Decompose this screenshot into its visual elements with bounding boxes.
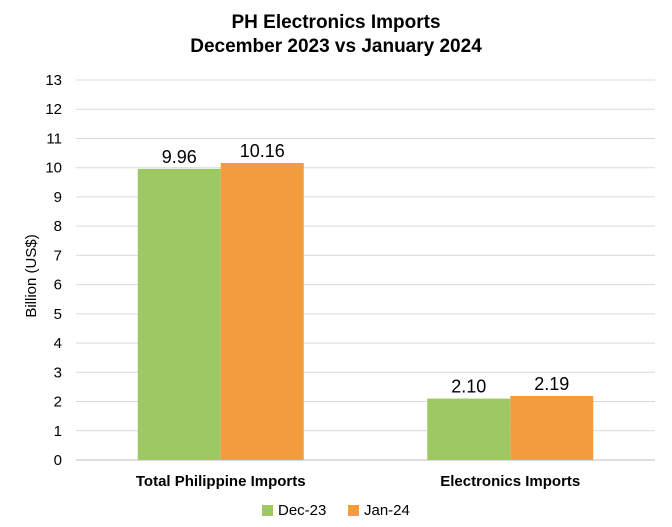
bar-jan-24 [510,395,594,460]
legend-label: Jan-24 [364,502,410,519]
y-tick-label: 7 [54,247,62,264]
y-tick-label: 0 [54,452,62,469]
y-tick-label: 3 [54,364,62,381]
y-tick-label: 12 [45,101,62,118]
legend-label: Dec-23 [278,502,326,519]
y-tick-label: 9 [54,189,62,206]
data-label: 9.96 [162,147,197,167]
bar-dec-23 [137,168,221,460]
bar-jan-24 [220,163,304,460]
y-tick-label: 2 [54,394,62,411]
legend: Dec-23 Jan-24 [262,502,410,519]
y-tick-label: 4 [54,335,62,352]
y-tick-label: 1 [54,423,62,440]
y-tick-label: 13 [45,72,62,89]
data-labels: 9.96 10.16 2.10 2.19 [162,141,570,397]
y-tick-label: 10 [45,160,62,177]
x-category-labels: Total Philippine Imports Electronics Impo… [136,473,580,490]
y-tick-label: 11 [46,130,62,147]
chart-title-line2: December 2023 vs January 2024 [190,36,482,57]
bar-dec-23 [427,398,511,460]
y-axis-label: Billion (US$) [23,234,40,317]
data-label: 2.19 [534,374,569,394]
x-category-label: Total Philippine Imports [136,473,306,490]
bars [137,163,594,460]
y-tick-label: 8 [54,218,62,235]
y-tick-label: 6 [54,277,62,294]
legend-swatch-jan-24 [348,505,359,516]
chart-title-line1: PH Electronics Imports [231,12,441,33]
legend-swatch-dec-23 [262,505,273,516]
x-category-label: Electronics Imports [440,473,580,490]
data-label: 2.10 [451,377,486,397]
y-tick-label: 5 [54,306,62,323]
data-label: 10.16 [240,141,285,161]
